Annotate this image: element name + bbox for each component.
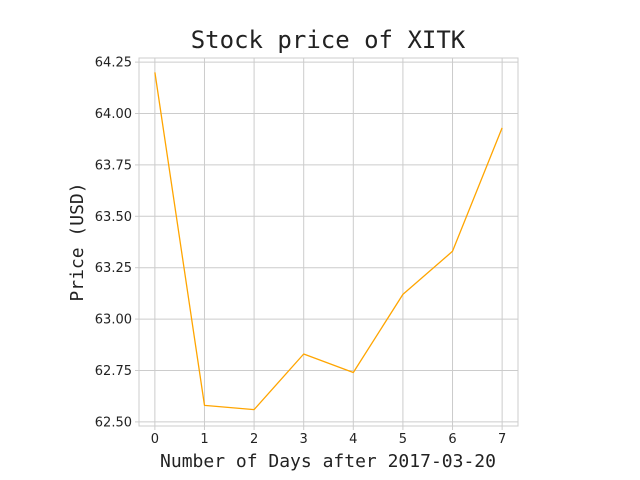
y-tick-label: 63.00 xyxy=(95,313,132,328)
y-tick-label: 63.50 xyxy=(95,210,132,225)
chart-title: Stock price of XITK xyxy=(191,26,466,54)
x-tick-label: 3 xyxy=(300,432,308,447)
data-point xyxy=(154,71,156,73)
series-layer xyxy=(154,71,503,411)
x-tick-label: 6 xyxy=(448,432,456,447)
y-tick-label: 64.25 xyxy=(95,56,132,71)
data-point xyxy=(452,250,454,252)
data-point xyxy=(352,372,354,374)
y-tick-label: 62.75 xyxy=(95,364,132,379)
x-tick-label: 5 xyxy=(399,432,407,447)
x-tick-label: 0 xyxy=(151,432,159,447)
y-axis-label: Price (USD) xyxy=(67,182,88,301)
data-point xyxy=(402,293,404,295)
x-tick-label: 4 xyxy=(349,432,357,447)
series-line xyxy=(154,72,503,411)
data-point xyxy=(253,409,255,411)
x-axis-label: Number of Days after 2017-03-20 xyxy=(160,451,496,472)
x-tick-label: 7 xyxy=(498,432,506,447)
y-tick-label: 63.75 xyxy=(95,158,132,173)
data-point xyxy=(203,404,205,406)
x-tick-label: 1 xyxy=(200,432,208,447)
data-point xyxy=(501,127,503,129)
y-tick-label: 63.25 xyxy=(95,261,132,276)
axis-ticks: 0 1 2 3 4 5 6 7 62.50 62.75 63.00 63.25 63.50 63.75 64… xyxy=(95,56,506,447)
y-tick-label: 62.50 xyxy=(95,415,132,430)
data-point xyxy=(303,353,305,355)
plot-frame xyxy=(138,57,519,427)
x-tick-label: 2 xyxy=(250,432,258,447)
grid xyxy=(139,58,518,426)
y-tick-label: 64.00 xyxy=(95,107,132,122)
